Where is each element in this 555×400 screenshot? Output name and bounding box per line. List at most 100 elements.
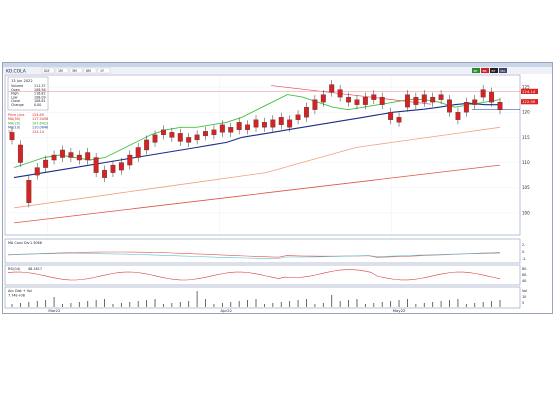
toolbar-button-label-1: BB <box>483 69 487 73</box>
candle-body <box>34 167 40 176</box>
legend-value: 124.69 <box>32 113 44 117</box>
toolbar-field-1: 1M <box>58 69 63 73</box>
candle-body <box>17 144 23 163</box>
candle-body <box>186 137 192 143</box>
candle-body <box>320 94 326 103</box>
chart-svg: KO.COLA DLY 1M 3M 6M 1Y BE BB BT MA 125 120 115 11… <box>2 62 553 314</box>
candle-body <box>253 119 259 128</box>
y-tick-label: 120 <box>522 110 530 115</box>
toolbar-field-box <box>55 67 69 74</box>
info-row-label: Volume <box>11 84 23 88</box>
toolbar-field-box <box>41 67 55 74</box>
x-tick-label: Mar22 <box>48 308 61 313</box>
candle-body <box>304 107 309 118</box>
legend-label: MA(50) <box>8 117 21 121</box>
info-row-value: 116.82 <box>34 92 46 96</box>
candle-body <box>51 154 57 161</box>
rsi-path <box>7 269 501 281</box>
candle-body <box>60 149 65 158</box>
candle-body <box>489 91 495 103</box>
candle-body <box>144 139 150 151</box>
candle-body <box>211 129 217 136</box>
toolbar-button-2 <box>490 68 498 73</box>
toolbar <box>3 67 552 74</box>
candle-body <box>152 134 158 143</box>
candle-body <box>430 96 436 103</box>
candle-body <box>354 99 360 105</box>
toolbar-button-label-0: BE <box>474 69 478 73</box>
candle-body <box>413 96 419 105</box>
info-date: 13 Jun 2022 <box>11 79 33 83</box>
candle-body <box>236 122 242 130</box>
candle-body <box>261 122 267 128</box>
candle-body <box>295 114 301 120</box>
candle-body <box>463 102 469 113</box>
ma-orange-line <box>13 126 501 209</box>
legend-value: 124.14 <box>32 130 44 134</box>
y-tick-label: 105 <box>522 185 530 190</box>
symbol-text: KO.COLA <box>6 69 27 75</box>
info-row-value: 111.37 <box>34 84 46 88</box>
candle-body <box>68 152 74 158</box>
candle-body <box>26 180 32 203</box>
info-row-label: Low <box>11 95 18 99</box>
legend-label: MA(10) <box>8 126 21 130</box>
macd-label: MA Conv Div <box>8 241 30 245</box>
toolbar-button-3 <box>499 68 507 73</box>
legend-label: MA(20) <box>8 121 21 125</box>
legend-label: Price Line <box>8 113 24 117</box>
rsi-tick: 80. <box>522 267 527 271</box>
macd-tick: 2. <box>522 243 525 247</box>
candle-body <box>9 132 15 141</box>
rsi-tick: 60. <box>522 273 527 277</box>
candle-body <box>421 94 427 103</box>
macd-lines <box>7 251 501 259</box>
candle-body <box>177 133 183 142</box>
volume-tick: 10 <box>522 295 526 299</box>
title-strip <box>3 63 552 67</box>
info-row-value: 108.09 <box>34 95 46 99</box>
candle-body <box>219 124 225 133</box>
info-row-value: 108.56 <box>34 88 46 92</box>
candle-body <box>362 96 368 105</box>
candle-body <box>396 117 402 123</box>
price-label-box <box>521 99 538 105</box>
x-tick-label: Apr22 <box>221 308 233 313</box>
candle-body <box>203 131 208 137</box>
macd-ticks: 2. 0. -2. <box>522 243 526 261</box>
info-row-value: 108.81 <box>34 99 46 103</box>
toolbar-button-1 <box>481 68 489 73</box>
toolbar-field-4: 1Y <box>100 69 104 73</box>
rsi-ticks: 80. 60. 40. <box>522 267 527 283</box>
volume-value: 7.74E+08 <box>8 294 25 298</box>
candle-body <box>497 102 503 110</box>
candle-body <box>270 119 276 128</box>
chart-window: KO.COLA DLY 1M 3M 6M 1Y BE BB BT MA 125 120 115 11… <box>2 62 553 314</box>
candle-body <box>346 96 352 103</box>
rsi-value: 48.1817 <box>28 267 42 271</box>
candle-body <box>110 164 116 173</box>
macd-red <box>7 251 501 258</box>
trendline-path <box>271 85 432 105</box>
candle-body <box>127 154 133 166</box>
legend-value: 107.6423 <box>32 121 48 125</box>
info-row-label: Change <box>11 103 24 107</box>
volume-label: Acc Dist + Vol <box>8 289 32 293</box>
x-tick-label: May22 <box>393 308 406 313</box>
candle-body <box>480 89 486 98</box>
toolbar-button-label-3: MA <box>501 69 507 73</box>
y-tick-label: 125 <box>522 85 530 90</box>
candle-body <box>404 94 410 108</box>
toolbar-field-2: 3M <box>72 69 77 73</box>
toolbar-field-box <box>83 67 97 74</box>
price-label-text: 122.09 <box>522 99 536 104</box>
candle-body <box>194 134 200 141</box>
candle-body <box>438 94 444 100</box>
volume-tick: Vol <box>522 289 527 293</box>
macd-panel <box>4 238 521 264</box>
toolbar-button-0 <box>472 68 480 73</box>
candle-body <box>169 132 175 138</box>
candle-body <box>76 154 82 161</box>
candle-body <box>160 129 166 136</box>
info-box: 13 Jun 2022 Volume 111.37 Open 108.56 High 11… <box>7 76 49 111</box>
